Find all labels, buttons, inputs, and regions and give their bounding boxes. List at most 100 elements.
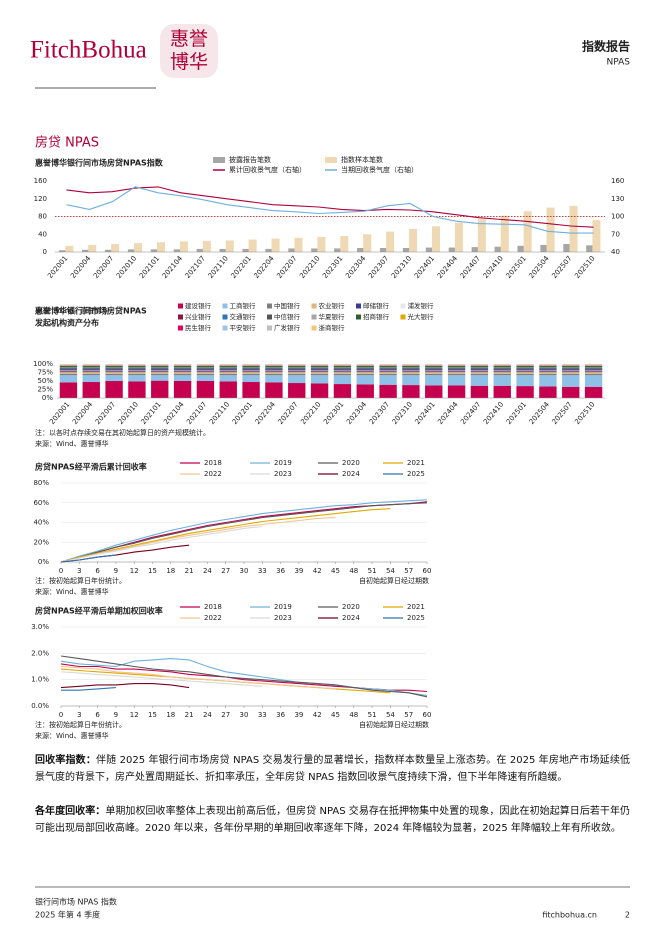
bar-segment: [356, 372, 374, 374]
bar-segment: [379, 372, 397, 374]
bar-segment: [82, 370, 100, 372]
bar: [127, 249, 136, 252]
x-tick-label: 57: [404, 711, 413, 719]
bar-segment: [493, 369, 511, 371]
bar-segment: [402, 371, 420, 373]
bar-segment: [151, 373, 169, 376]
x-tick-label: 21: [185, 567, 194, 575]
bar-segment: [242, 364, 260, 366]
bar-segment: [356, 375, 374, 385]
bar-segment: [310, 371, 329, 373]
bar-segment: [493, 367, 511, 369]
bar-segment: [379, 373, 397, 376]
y-tick-label: 70: [611, 230, 620, 238]
bar-segment: [516, 386, 534, 398]
bar-segment: [425, 370, 443, 372]
bar-segment: [196, 371, 215, 373]
x-tick-label: 12: [130, 711, 139, 719]
legend-label: 指数样本笔数: [341, 155, 383, 164]
bar-segment: [584, 366, 603, 368]
bar-segment: [425, 373, 443, 376]
bar-segment: [493, 370, 511, 372]
legend-label: 2019: [274, 603, 292, 611]
y-tick-label: 1.0%: [31, 676, 49, 684]
x-tick-label: 36: [276, 567, 285, 575]
chart-title: 发起机构资产分布: [34, 318, 99, 328]
legend-label: 2023: [274, 470, 292, 478]
bar: [311, 248, 320, 252]
legend-label: 农业银行: [319, 301, 346, 310]
bar-segment: [265, 366, 283, 368]
bar-segment: [356, 367, 374, 369]
legend-label: 2020: [342, 603, 360, 611]
legend-swatch: [178, 325, 183, 331]
bar-segment: [447, 375, 466, 386]
x-tick-label: 33: [258, 711, 267, 719]
x-tick-label: 202107: [184, 254, 207, 280]
bar-segment: [447, 367, 466, 369]
legend-label: 2018: [204, 459, 222, 467]
x-tick-label: 202201: [230, 254, 253, 280]
x-tick-label: 202407: [459, 254, 482, 280]
chart-title: 惠誉博华银行间市场房贷NPAS: [35, 306, 147, 316]
line-series: [60, 554, 116, 563]
legend-label: 2025: [407, 470, 425, 478]
legend-label: 2018: [204, 603, 222, 611]
bar: [248, 239, 257, 252]
x-tick-label: 45: [331, 567, 340, 575]
bar-segment: [470, 385, 489, 398]
bar-segment: [539, 370, 557, 372]
x-tick-label: 202001: [48, 400, 71, 426]
bar: [173, 249, 182, 252]
bar-segment: [82, 367, 100, 369]
bar: [288, 248, 297, 252]
line-series: [60, 499, 428, 563]
bar-segment: [402, 385, 420, 398]
x-tick-label: 202507: [551, 400, 574, 426]
x-tick-label: 15: [148, 711, 157, 719]
bar-segment: [425, 385, 443, 398]
legend-label: 广发银行: [274, 323, 301, 332]
bar-segment: [470, 366, 489, 368]
x-tick-label: 0: [59, 711, 63, 719]
bar-segment: [447, 370, 466, 372]
bar-segment: [82, 366, 100, 368]
bar: [454, 222, 463, 252]
x-tick-label: 60: [423, 711, 432, 719]
bar-segment: [82, 371, 100, 373]
bar-segment: [516, 373, 534, 376]
bar-segment: [105, 372, 123, 374]
x-tick-label: 60: [423, 567, 432, 575]
bar-segment: [173, 375, 192, 381]
bar-segment: [562, 371, 580, 373]
bar: [477, 219, 486, 252]
chart-title: 惠誉博华银行间市场房贷NPAS指数: [35, 158, 164, 168]
bar: [471, 247, 480, 252]
bar-segment: [242, 366, 260, 368]
bar: [111, 244, 120, 252]
x-tick-label: 202404: [436, 254, 460, 280]
bar-segment: [493, 368, 511, 370]
legend-label: 2022: [204, 470, 222, 478]
y-tick-label: 80%: [33, 479, 49, 487]
report-subtitle: NPAS: [607, 58, 631, 68]
bar-segment: [242, 382, 260, 398]
bar-segment: [151, 372, 169, 374]
bar-segment: [310, 364, 329, 366]
x-axis-label: 自初始起算日经过期数: [359, 720, 429, 729]
line-series: [61, 687, 116, 691]
seal: [160, 24, 218, 78]
legend-label: 中国银行: [274, 301, 301, 310]
x-tick-label: 202010: [115, 254, 138, 280]
legend-label: 平安银行: [230, 323, 257, 332]
bar-segment: [173, 368, 192, 370]
legend-label: 2021: [407, 459, 425, 467]
bar: [294, 237, 303, 252]
bar-segment: [242, 370, 260, 372]
x-tick-label: 202510: [573, 400, 596, 426]
bar: [546, 207, 555, 252]
bar-segment: [516, 364, 534, 366]
bar-segment: [105, 371, 123, 373]
bar-segment: [425, 367, 443, 369]
x-tick-label: 202210: [299, 400, 322, 426]
